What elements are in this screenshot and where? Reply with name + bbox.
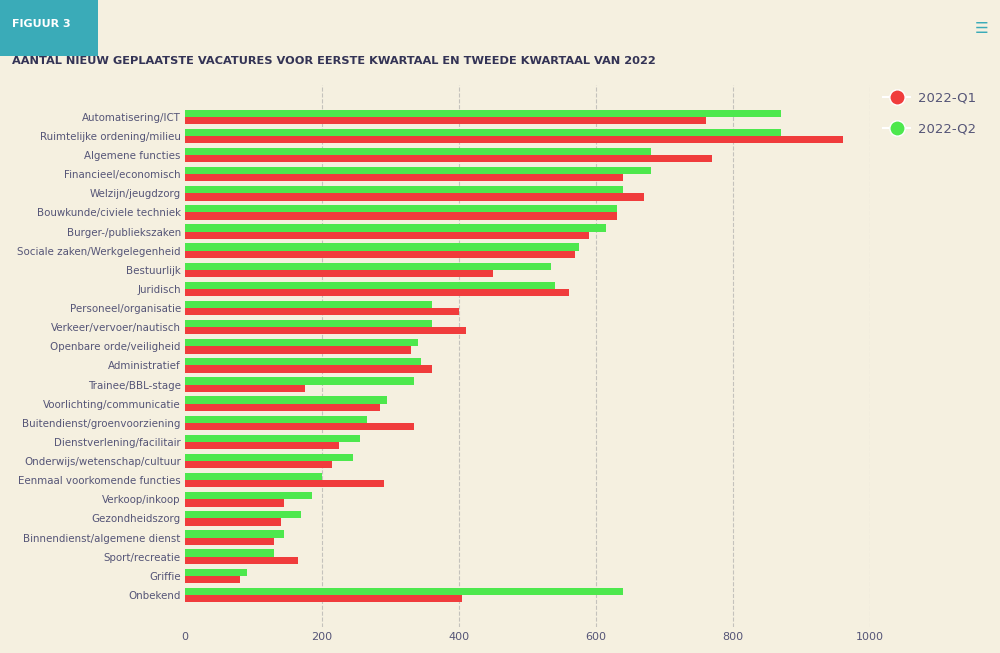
Bar (185, 557, 298, 564)
Bar (185, 511, 301, 518)
Bar (185, 155, 712, 163)
Bar (185, 244, 579, 251)
Bar (185, 530, 284, 537)
Bar (185, 136, 843, 143)
Bar (185, 366, 432, 373)
Bar (185, 193, 644, 200)
Legend: 2022-Q1, 2022-Q2: 2022-Q1, 2022-Q2 (883, 91, 976, 136)
Bar (185, 289, 569, 296)
Bar (185, 148, 651, 155)
Bar (185, 301, 432, 308)
Bar (185, 281, 555, 289)
Bar (185, 377, 414, 385)
Bar (185, 500, 284, 507)
Bar (185, 549, 274, 557)
Bar (185, 251, 575, 258)
Bar (185, 358, 421, 366)
Bar (185, 537, 274, 545)
Bar (185, 404, 380, 411)
Bar (185, 396, 387, 404)
Bar (185, 595, 462, 602)
Bar (185, 339, 418, 346)
Bar (185, 167, 651, 174)
Text: FIGUUR 3: FIGUUR 3 (12, 18, 71, 29)
Bar (185, 320, 432, 327)
Bar (185, 492, 312, 500)
Bar (185, 129, 781, 136)
Bar (185, 454, 353, 461)
Text: AANTAL NIEUW GEPLAATSTE VACATURES VOOR EERSTE KWARTAAL EN TWEEDE KWARTAAL VAN 20: AANTAL NIEUW GEPLAATSTE VACATURES VOOR E… (12, 56, 656, 65)
Text: ☰: ☰ (974, 21, 988, 36)
Bar (185, 442, 339, 449)
Bar (185, 308, 459, 315)
Bar (185, 232, 589, 239)
Bar (185, 588, 623, 595)
Bar (185, 473, 322, 480)
Bar (185, 518, 281, 526)
Bar (185, 415, 367, 423)
Bar (185, 110, 781, 117)
Bar (185, 224, 606, 232)
Bar (185, 576, 240, 583)
Bar (185, 461, 332, 468)
Bar (185, 186, 623, 193)
Bar (185, 435, 360, 442)
Bar (185, 205, 617, 212)
Bar (185, 423, 414, 430)
Bar (185, 480, 384, 488)
Bar (185, 117, 706, 124)
Bar (185, 263, 551, 270)
Bar (185, 174, 623, 182)
Bar (185, 346, 411, 353)
Bar (185, 385, 305, 392)
Bar (185, 569, 247, 576)
Bar (185, 212, 617, 219)
Bar (185, 270, 493, 277)
Bar (185, 327, 466, 334)
